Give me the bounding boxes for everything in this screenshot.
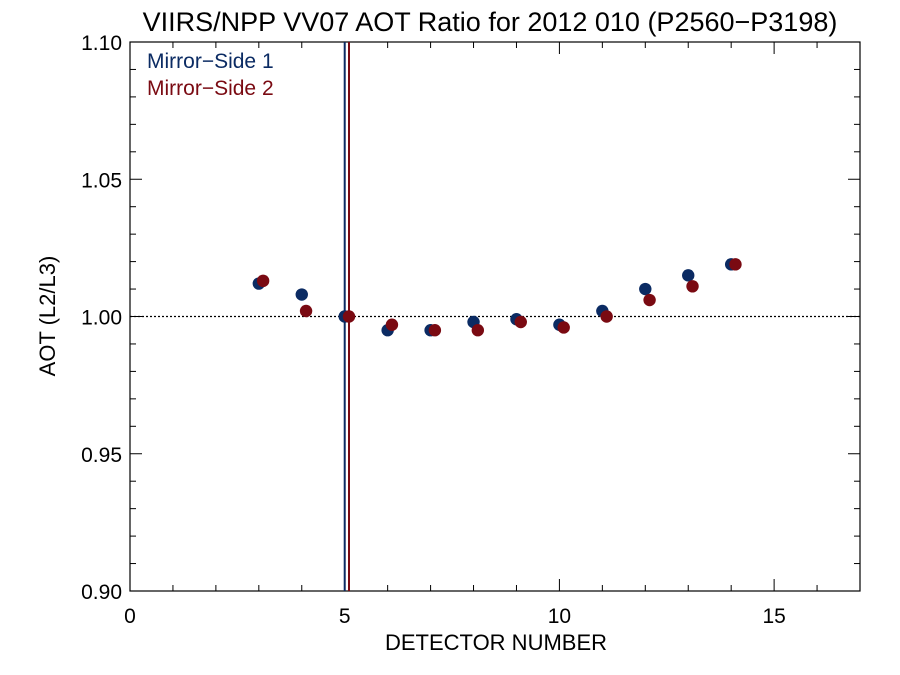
x-axis-title: DETECTOR NUMBER	[385, 630, 607, 655]
data-point-series-1	[639, 282, 652, 296]
data-point-series-2	[514, 315, 527, 329]
x-tick-label: 5	[339, 605, 351, 628]
legend-entry-2: Mirror−Side 2	[147, 77, 274, 100]
y-tick-label: 1.10	[81, 32, 122, 55]
data-point-series-2	[428, 324, 442, 337]
y-tick-label: 1.05	[81, 169, 122, 192]
data-point-series-2	[256, 274, 270, 288]
x-tick-label: 15	[762, 605, 785, 628]
data-point-series-2	[471, 324, 485, 337]
y-tick-label: 1.00	[81, 307, 122, 330]
x-tick-label: 0	[124, 605, 136, 628]
x-tick-label: 10	[548, 605, 571, 628]
data-point-series-2	[557, 321, 570, 334]
y-axis-title: AOT (L2/L3)	[35, 256, 60, 377]
data-point-series-1	[295, 288, 308, 301]
marks-layer	[130, 42, 860, 591]
y-tick-label: 0.90	[81, 581, 122, 604]
legend: Mirror−Side 1 Mirror−Side 2	[147, 50, 274, 100]
legend-entry-1: Mirror−Side 1	[147, 50, 274, 73]
data-point-series-2	[600, 310, 613, 323]
axes-layer: 0 5 10 15 0.90 0.95 1.00 1.05 1.10	[81, 32, 861, 628]
y-tick-label: 0.95	[81, 444, 122, 467]
chart-title: VIIRS/NPP VV07 AOT Ratio for 2012 010 (P…	[143, 7, 838, 37]
data-point-series-1	[682, 269, 695, 282]
data-point-series-2	[385, 318, 399, 331]
data-point-series-2	[643, 293, 656, 307]
data-point-series-2	[686, 280, 699, 293]
data-point-series-2	[729, 258, 742, 271]
data-point-series-2	[342, 310, 356, 323]
data-point-series-2	[299, 304, 313, 318]
